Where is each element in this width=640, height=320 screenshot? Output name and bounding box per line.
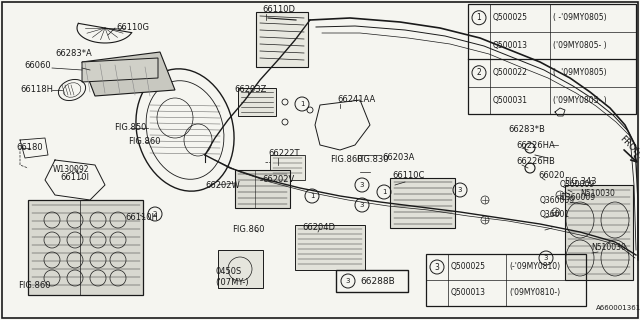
Bar — [256, 12, 308, 67]
Bar — [238, 88, 276, 116]
Text: 66283*A: 66283*A — [55, 49, 92, 58]
Text: 66288B: 66288B — [360, 276, 395, 285]
Text: ('09MY0805- ): ('09MY0805- ) — [553, 41, 607, 50]
Text: FIG.850: FIG.850 — [114, 124, 147, 132]
Text: FIG.830: FIG.830 — [356, 156, 388, 164]
Text: 66202W: 66202W — [205, 181, 240, 190]
Polygon shape — [82, 58, 158, 82]
Text: 66203Z: 66203Z — [234, 85, 266, 94]
Text: 66203A: 66203A — [382, 153, 414, 162]
Text: 66020: 66020 — [538, 172, 564, 180]
Text: 66226HB: 66226HB — [516, 156, 555, 165]
Text: ( -'09MY0805): ( -'09MY0805) — [553, 68, 607, 77]
Bar — [390, 178, 455, 228]
Text: N510030: N510030 — [580, 189, 615, 198]
Text: Q500025: Q500025 — [493, 13, 528, 22]
Bar — [468, 4, 636, 114]
Text: Q36001: Q36001 — [540, 210, 570, 219]
Bar — [270, 155, 305, 180]
Text: Q500013: Q500013 — [451, 289, 486, 298]
Text: FRONT: FRONT — [618, 134, 640, 162]
Text: ('09MY0810-): ('09MY0810-) — [509, 289, 560, 298]
Bar — [235, 170, 290, 208]
Text: FIG.860: FIG.860 — [18, 281, 51, 290]
Text: Q360009: Q360009 — [540, 196, 575, 204]
Text: ('09MY0805- ): ('09MY0805- ) — [553, 96, 607, 105]
Text: 3: 3 — [544, 255, 548, 261]
Text: 2: 2 — [477, 68, 481, 77]
Text: FIG.860: FIG.860 — [232, 226, 264, 235]
Text: N510030: N510030 — [591, 244, 626, 252]
Text: Q500031: Q500031 — [493, 96, 528, 105]
Text: 66241AA: 66241AA — [337, 95, 375, 105]
Text: W130092: W130092 — [53, 165, 90, 174]
Bar — [218, 250, 263, 288]
Text: FIG.860: FIG.860 — [330, 156, 362, 164]
Text: 3: 3 — [435, 262, 440, 271]
Text: 66110G: 66110G — [116, 22, 149, 31]
Bar — [28, 200, 143, 295]
Text: 66202V: 66202V — [262, 175, 294, 185]
Text: A660001361: A660001361 — [596, 305, 640, 311]
Text: 1: 1 — [381, 189, 387, 195]
Text: Q500013: Q500013 — [493, 41, 528, 50]
Text: Q360009: Q360009 — [560, 180, 595, 189]
Text: 3: 3 — [360, 182, 364, 188]
Text: (-'09MY0810): (-'09MY0810) — [509, 262, 560, 271]
Text: 1: 1 — [300, 101, 304, 107]
Text: 1: 1 — [477, 13, 481, 22]
Bar — [295, 225, 365, 270]
Text: 66222T: 66222T — [268, 148, 300, 157]
Text: 3: 3 — [360, 202, 364, 208]
Text: 0450S: 0450S — [215, 268, 241, 276]
Text: 3: 3 — [346, 278, 350, 284]
Bar — [565, 185, 633, 280]
Text: 1: 1 — [310, 193, 314, 199]
Text: 66110I: 66110I — [60, 173, 89, 182]
Bar — [336, 270, 408, 292]
Text: 66110H: 66110H — [125, 213, 158, 222]
Text: 66180: 66180 — [16, 143, 43, 153]
Text: 66110D: 66110D — [262, 5, 295, 14]
Bar — [426, 254, 586, 306]
Text: FIG.343: FIG.343 — [564, 178, 596, 187]
Text: 66226HA: 66226HA — [516, 141, 555, 150]
Text: 66060: 66060 — [24, 61, 51, 70]
Text: Q500025: Q500025 — [451, 262, 486, 271]
Text: 66283*B: 66283*B — [508, 125, 545, 134]
Text: 2: 2 — [153, 211, 157, 217]
Text: 66110C: 66110C — [392, 171, 424, 180]
Text: FIG.860: FIG.860 — [128, 138, 161, 147]
Text: D360009: D360009 — [560, 194, 595, 203]
Text: ('07MY-): ('07MY-) — [215, 278, 248, 287]
Polygon shape — [82, 52, 175, 96]
Text: Q500022: Q500022 — [493, 68, 528, 77]
Text: 66118H: 66118H — [20, 85, 53, 94]
Text: 66204D: 66204D — [302, 223, 335, 233]
Text: 3: 3 — [458, 187, 462, 193]
Text: ( -'09MY0805): ( -'09MY0805) — [553, 13, 607, 22]
